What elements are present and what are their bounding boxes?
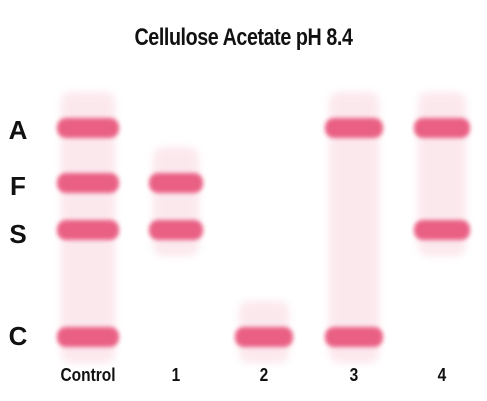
band-control-A (57, 118, 119, 138)
row-label-s: S (9, 219, 27, 249)
band-smears (61, 92, 466, 363)
bands (57, 118, 470, 347)
band-3-C (325, 327, 383, 347)
row-label-c: C (8, 321, 28, 351)
lane-label-control: Control (60, 365, 116, 385)
lane-label-3: 3 (349, 365, 359, 385)
band-4-S (414, 220, 470, 240)
row-label-a: A (8, 115, 28, 145)
lane-label-1: 1 (171, 365, 181, 385)
lane-label-4: 4 (437, 365, 447, 385)
band-1-S (149, 220, 203, 240)
figure-title: Cellulose Acetate pH 8.4 (134, 24, 353, 51)
band-control-F (57, 173, 119, 193)
band-control-S (57, 220, 119, 240)
lane-label-2: 2 (259, 365, 269, 385)
band-4-A (414, 118, 470, 138)
row-label-f: F (10, 171, 26, 201)
band-control-C (57, 327, 119, 347)
lane-smear-3 (329, 92, 379, 363)
band-2-C (235, 327, 293, 347)
band-3-A (325, 118, 383, 138)
band-1-F (149, 173, 203, 193)
